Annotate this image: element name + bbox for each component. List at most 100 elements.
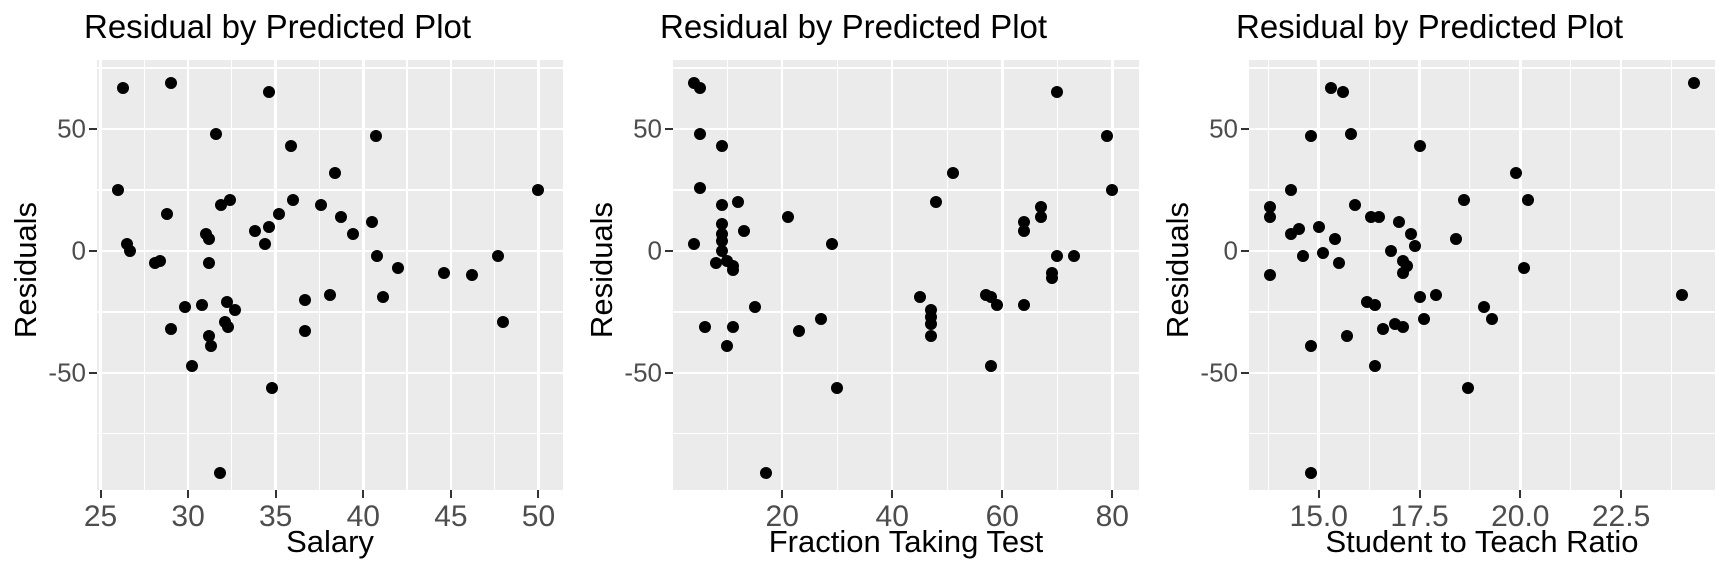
y-minor-gridline — [97, 67, 563, 69]
data-point — [985, 359, 998, 372]
data-point — [465, 269, 478, 282]
x-tick-label: 35 — [259, 500, 293, 533]
data-point — [1100, 130, 1113, 143]
y-tick-mark — [1241, 249, 1249, 252]
data-point — [285, 140, 298, 153]
data-point — [748, 301, 761, 314]
x-major-gridline — [362, 60, 365, 490]
data-point — [366, 215, 379, 228]
data-point — [164, 323, 177, 336]
x-tick-mark — [1317, 490, 1320, 498]
data-point — [161, 208, 174, 221]
data-point — [726, 264, 739, 277]
x-major-gridline — [1418, 60, 1421, 490]
y-tick-mark — [665, 249, 673, 252]
y-tick-mark — [1241, 128, 1249, 131]
x-tick-label: 50 — [521, 500, 556, 533]
x-major-gridline — [780, 60, 784, 490]
y-tick-label: 0 — [1223, 235, 1238, 266]
y-tick-label: 50 — [1209, 113, 1238, 144]
data-point — [266, 381, 279, 394]
x-major-gridline — [1317, 60, 1320, 490]
data-point — [1034, 210, 1047, 223]
data-point — [1687, 76, 1700, 89]
y-major-gridline — [1249, 249, 1715, 253]
x-tick-mark — [781, 490, 784, 498]
data-point — [437, 266, 450, 279]
data-point — [831, 381, 844, 394]
y-major-gridline — [673, 127, 1139, 131]
data-point — [715, 218, 728, 231]
data-point — [699, 320, 712, 333]
x-tick-label: 80 — [1095, 500, 1129, 533]
data-point — [1264, 210, 1277, 223]
x-minor-gridline — [318, 60, 321, 490]
x-minor-gridline — [836, 60, 838, 490]
x-major-gridline — [1001, 60, 1004, 490]
data-point — [369, 130, 382, 143]
data-point — [1449, 232, 1462, 245]
data-point — [329, 166, 342, 179]
plot-title: Residual by Predicted Plot — [660, 8, 1048, 45]
y-axis-title: Residuals — [584, 201, 619, 339]
x-minor-gridline — [1670, 60, 1673, 490]
data-point — [1018, 298, 1031, 311]
data-point — [376, 291, 389, 304]
data-point — [688, 237, 701, 250]
x-tick-label: 20 — [765, 500, 799, 533]
data-point — [1369, 298, 1382, 311]
data-point — [497, 315, 510, 328]
data-point — [204, 340, 217, 353]
y-tick-label: 0 — [71, 235, 86, 266]
y-tick-label: 50 — [57, 113, 86, 144]
y-major-gridline — [1249, 371, 1715, 375]
data-point — [164, 76, 177, 89]
x-axis-title: Fraction Taking Test — [768, 524, 1044, 559]
x-major-gridline — [186, 60, 190, 490]
data-point — [1369, 359, 1382, 372]
data-point — [930, 196, 943, 209]
data-point — [1510, 166, 1523, 179]
data-point — [1675, 288, 1688, 301]
data-point — [178, 301, 191, 314]
data-point — [1051, 249, 1064, 262]
x-minor-gridline — [494, 60, 496, 490]
x-major-gridline — [890, 60, 894, 490]
y-tick-label: 50 — [633, 113, 662, 144]
x-minor-gridline — [1469, 60, 1471, 490]
y-major-gridline — [673, 371, 1139, 375]
data-point — [148, 257, 161, 270]
y-minor-gridline — [1249, 67, 1715, 69]
data-point — [185, 359, 198, 372]
y-axis-title: Residuals — [8, 201, 43, 339]
x-major-gridline — [1111, 60, 1114, 490]
x-tick-mark — [1519, 490, 1522, 498]
data-point — [924, 330, 937, 343]
x-tick-mark — [187, 490, 190, 498]
data-point — [532, 184, 545, 196]
plot-panel — [673, 60, 1139, 490]
data-point — [1417, 313, 1430, 326]
data-point — [203, 232, 216, 245]
data-point — [1304, 130, 1317, 143]
x-tick-label: 45 — [434, 500, 468, 533]
data-point — [715, 235, 728, 248]
y-minor-gridline — [673, 311, 1139, 313]
data-point — [1409, 240, 1422, 253]
y-major-gridline — [1249, 127, 1715, 131]
data-point — [203, 257, 216, 270]
data-point — [1332, 257, 1345, 270]
data-point — [1413, 291, 1426, 304]
data-point — [262, 86, 275, 99]
data-point — [1336, 86, 1349, 99]
data-point — [1344, 127, 1357, 140]
y-minor-gridline — [673, 67, 1139, 69]
data-point — [715, 244, 728, 257]
data-point — [1296, 249, 1309, 262]
y-tick-mark — [665, 128, 673, 131]
data-point — [215, 198, 228, 211]
data-point — [1316, 247, 1329, 260]
data-point — [299, 293, 312, 306]
y-tick-mark — [89, 371, 97, 374]
data-point — [693, 127, 706, 140]
